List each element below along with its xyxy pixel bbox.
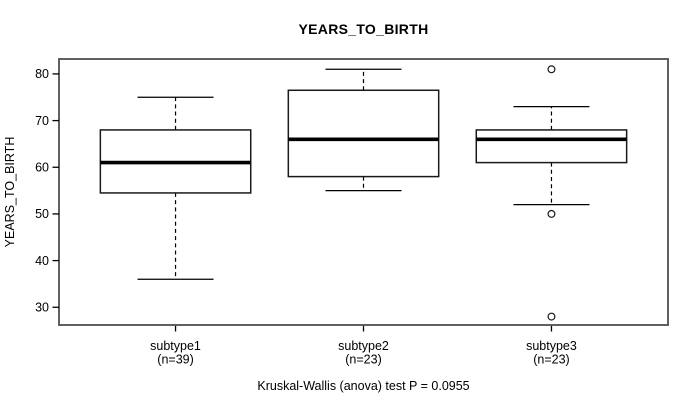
group-label: subtype2	[338, 339, 389, 353]
y-tick-label: 30	[35, 301, 49, 315]
group-label: subtype1	[150, 339, 201, 353]
group-sublabel: (n=23)	[533, 353, 569, 367]
outlier-point	[547, 65, 556, 74]
stat-annotation: Kruskal-Wallis (anova) test P = 0.0955	[257, 379, 470, 393]
outlier-point	[547, 209, 556, 218]
y-tick-label: 70	[35, 114, 49, 128]
y-tick-label: 50	[35, 207, 49, 221]
chart-title: YEARS_TO_BIRTH	[298, 21, 429, 37]
group-sublabel: (n=23)	[345, 353, 381, 367]
y-tick-label: 80	[35, 67, 49, 81]
group-label: subtype3	[526, 339, 577, 353]
group-sublabel: (n=39)	[157, 353, 193, 367]
iqr-box	[475, 129, 628, 164]
y-tick-label: 40	[35, 254, 49, 268]
y-axis-label: YEARS_TO_BIRTH	[3, 137, 17, 248]
outlier-point	[547, 312, 556, 321]
iqr-box	[287, 89, 440, 178]
plot-border	[58, 58, 669, 326]
y-tick-label: 60	[35, 161, 49, 175]
